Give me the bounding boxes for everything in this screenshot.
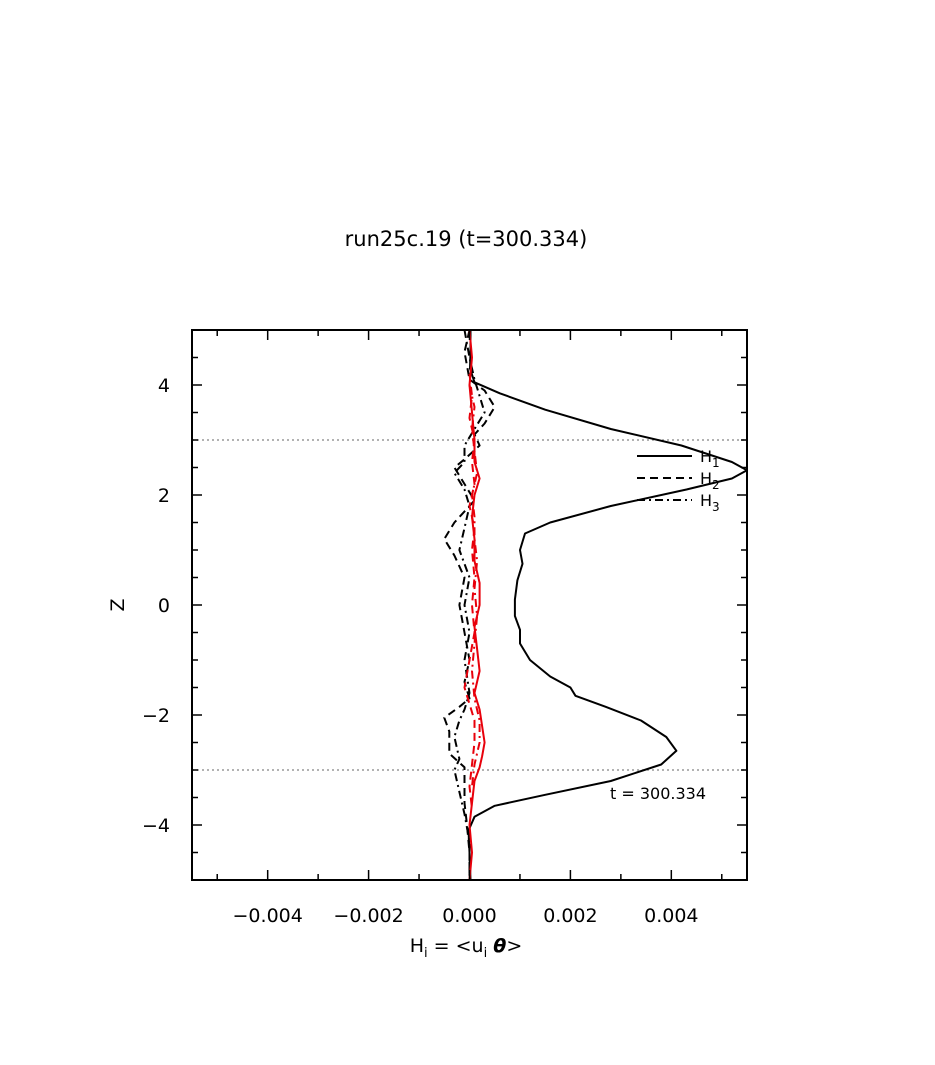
y-tick-label: −4 <box>142 815 170 837</box>
y-tick-label: 2 <box>158 485 170 507</box>
x-tick-label: 0.000 <box>442 905 496 927</box>
legend-label: H1 <box>700 447 720 470</box>
series-line <box>467 330 748 881</box>
legend-label: H3 <box>700 491 720 514</box>
x-tick-label: −0.002 <box>333 905 403 927</box>
time-annotation: t = 300.334 <box>610 784 706 803</box>
chart-title: run25c.19 (t=300.334) <box>345 227 588 251</box>
x-tick-label: 0.004 <box>644 905 698 927</box>
series-line <box>468 329 486 881</box>
series-line <box>453 329 486 880</box>
x-axis-label: Hi = <ui θ> <box>410 935 523 961</box>
x-tick-label: 0.002 <box>543 905 597 927</box>
plot-area <box>192 329 748 881</box>
x-tick-label: −0.004 <box>233 905 303 927</box>
series-line <box>443 329 496 880</box>
y-tick-label: −2 <box>142 705 170 727</box>
series-line <box>468 384 481 787</box>
y-tick-label: 4 <box>158 375 170 397</box>
legend-label: H2 <box>700 469 720 492</box>
y-axis-label: Z <box>107 598 129 611</box>
y-tick-label: 0 <box>158 595 170 617</box>
axes: −0.004 −0.002 0.000 0.002 0.004 −4 −2 0 2 4 <box>142 329 748 927</box>
